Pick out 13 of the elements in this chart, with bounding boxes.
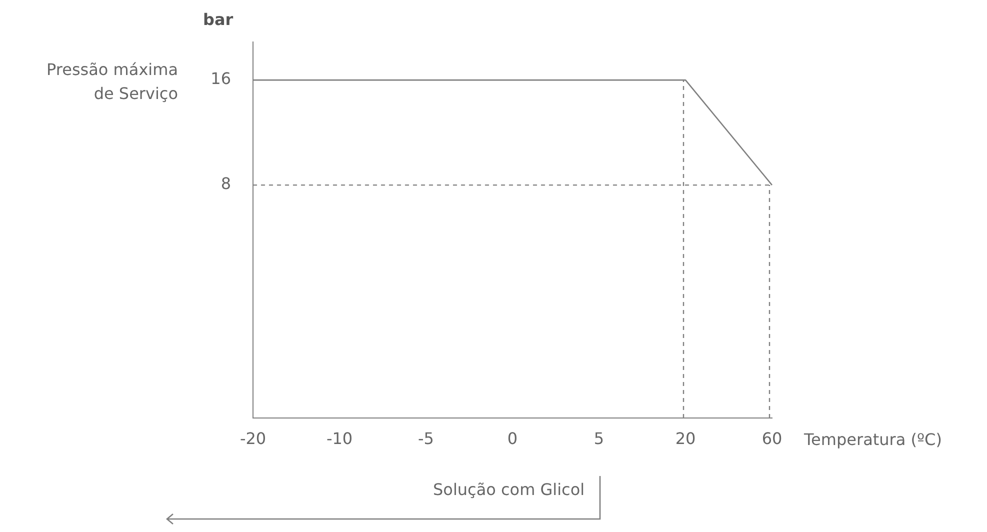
x-tick-label: 5 [594,428,604,448]
y-axis-title: bar [203,10,234,29]
text: Pressão máxima de Serviço [46,59,178,106]
x-tick-label: -10 [326,428,353,448]
text: Solução com Glicol [433,480,585,499]
x-tick-label: 0 [507,428,518,448]
y-tick-label: 16 [210,69,231,88]
x-axis-title: Temperatura (ºC) [804,430,942,449]
x-tick-label: -20 [240,428,266,448]
x-tick-label: 60 [762,428,782,448]
x-tick-label: 20 [675,428,696,448]
x-tick-label: -5 [418,428,434,448]
y-tick-label: 8 [220,174,231,194]
